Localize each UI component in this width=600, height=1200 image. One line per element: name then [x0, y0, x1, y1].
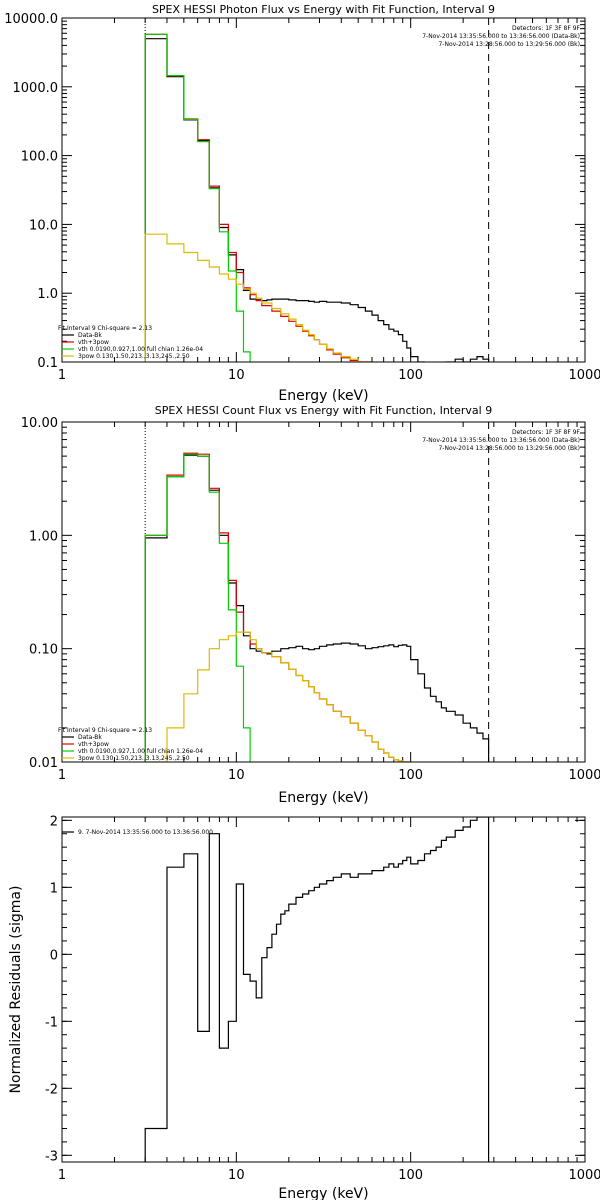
x-tick-label: 1000: [568, 1168, 600, 1183]
header-line: 7-Nov-2014 13:35:56.000 to 13:36:56.000 …: [422, 437, 580, 444]
legend-label: 9. 7-Nov-2014 13:35:56.000 to 13:36:56.0…: [78, 829, 213, 836]
y-tick-label: 1.0: [37, 287, 58, 302]
plot-area: [144, 452, 490, 762]
y-tick-label: 10.00: [21, 416, 58, 431]
plot-frame: [61, 421, 586, 763]
x-axis-label: Energy (keV): [278, 790, 368, 806]
legend-label: Data-Bk: [78, 734, 102, 741]
plot-frame: [61, 17, 586, 363]
legend-label: vth 0.0190,0.927,1.00 full chian 1.26e-0…: [78, 748, 203, 755]
header-line: Detectors: 1F 3F 8F 9F: [512, 429, 581, 436]
legend-label: Data-Bk: [78, 332, 102, 339]
legend-title: Fit Interval 9 Chi-square = 2.13: [58, 325, 152, 332]
header-line: 7-Nov-2014 13:28:56.000 to 13:29:56.000 …: [438, 41, 580, 48]
x-tick-label: 10: [228, 768, 245, 783]
legend-label: vth 0.0190,0.927,1.00 full chian 1.26e-0…: [78, 346, 203, 353]
x-axis-label: Energy (keV): [278, 388, 368, 404]
y-tick-label: -3: [45, 1149, 58, 1164]
y-tick-label: -1: [45, 1015, 58, 1030]
header-line: Detectors: 1F 3F 8F 9F: [512, 25, 581, 32]
legend-label: vth+3pow: [78, 339, 109, 346]
x-tick-label: 10: [228, 368, 245, 383]
y-tick-label: 0: [50, 948, 58, 963]
y-tick-label: 0.10: [29, 643, 58, 658]
chart-title: SPEX HESSI Photon Flux vs Energy with Fi…: [152, 3, 495, 16]
x-tick-label: 1: [58, 368, 66, 383]
plot-frame: [61, 816, 586, 1163]
x-tick-label: 100: [398, 1168, 423, 1183]
x-tick-label: 100: [398, 768, 423, 783]
y-tick-label: 1.00: [29, 529, 58, 544]
count-flux-panel: SPEX HESSI Count Flux vs Energy with Fit…: [21, 404, 600, 806]
y-tick-label: 1: [50, 881, 58, 896]
series-vth-line: [144, 33, 251, 362]
series-data-bk-line: [144, 454, 490, 762]
x-tick-label: 1000: [568, 368, 600, 383]
x-tick-label: 1: [58, 768, 66, 783]
series-vth-line: [144, 453, 251, 762]
plot-area: [144, 33, 490, 362]
x-tick-label: 10: [228, 1168, 245, 1183]
legend-label: 3pow 0.130,1.50,213.,3.13,245.,2.50: [78, 353, 190, 360]
series-data-bk-line: [144, 38, 490, 362]
x-tick-label: 100: [398, 368, 423, 383]
y-tick-label: 0.01: [29, 756, 58, 771]
chart-title: SPEX HESSI Count Flux vs Energy with Fit…: [155, 404, 492, 417]
residuals-panel: 1 10 100 1000 -3 -2 -1 0 1 2 Energy (keV) Normalize…: [8, 814, 600, 1200]
x-axis-label: Energy (keV): [278, 1186, 368, 1200]
series-3pow-line: [144, 233, 379, 362]
y-tick-label: 0.1: [37, 356, 58, 371]
y-tick-label: 2: [50, 814, 58, 829]
photon-flux-panel: SPEX HESSI Photon Flux vs Energy with Fi…: [4, 3, 600, 404]
series-3pow-line: [144, 631, 412, 762]
x-tick-label: 1000: [568, 768, 600, 783]
y-axis-label: Normalized Residuals (sigma): [8, 886, 24, 1094]
y-tick-label: -2: [45, 1082, 58, 1097]
legend-label: vth+3pow: [78, 741, 109, 748]
y-tick-label: 1000.0: [13, 81, 59, 96]
header-line: 7-Nov-2014 13:35:56.000 to 13:36:56.000 …: [422, 33, 580, 40]
legend-title: Fit Interval 9 Chi-square = 2.13: [58, 727, 152, 734]
x-tick-label: 1: [58, 1168, 66, 1183]
y-tick-label: 10000.0: [4, 12, 58, 27]
y-tick-label: 100.0: [21, 150, 58, 165]
series-residuals-line: [144, 817, 490, 1162]
header-line: 7-Nov-2014 13:28:56.000 to 13:29:56.000 …: [438, 445, 580, 452]
legend-label: 3pow 0.130,1.50,213.,3.13,245.,2.50: [78, 755, 190, 762]
y-tick-label: 10.0: [29, 218, 58, 233]
plot-area: [144, 817, 490, 1162]
